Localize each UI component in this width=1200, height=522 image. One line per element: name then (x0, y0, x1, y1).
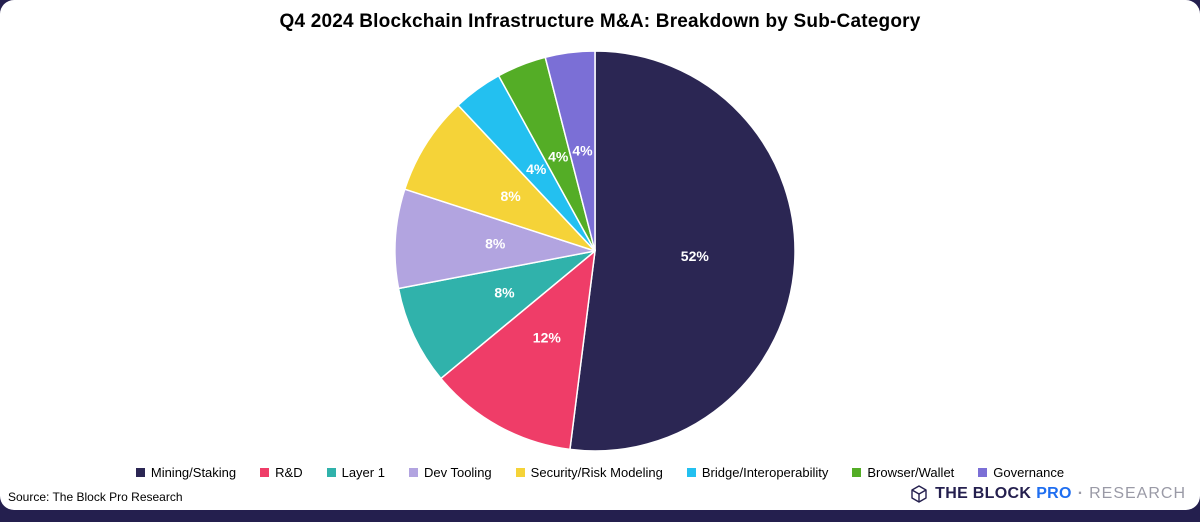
legend-label: Mining/Staking (150, 465, 237, 480)
logo-separator: · (1077, 485, 1084, 502)
legend-swatch-icon (978, 468, 988, 477)
legend-swatch-icon (515, 468, 525, 477)
slice-data-label-layer-1: 8% (494, 284, 515, 300)
slice-data-label-governance: 4% (572, 143, 593, 159)
legend-label: Security/Risk Modeling (530, 465, 663, 480)
chart-card: Q4 2024 Blockchain Infrastructure M&A: B… (0, 0, 1200, 510)
slice-data-label-bridge-interoperability: 4% (526, 161, 547, 177)
legend-label: R&D (275, 465, 303, 480)
slice-data-label-browser-wallet: 4% (548, 149, 569, 165)
pie-chart: 52%12%8%8%8%4%4% 4% (394, 50, 796, 452)
brand-logo: THE BLOCK PRO · RESEARCH (909, 484, 1186, 504)
legend-item-r-d: R&D (260, 465, 303, 480)
legend-label: Dev Tooling (423, 465, 492, 480)
source-text: Source: The Block Pro Research (8, 490, 183, 504)
legend: Mining/Staking R&D Layer 1 Dev Tooling Secur… (0, 465, 1200, 480)
slice-data-label-dev-tooling: 8% (485, 235, 506, 251)
slice-data-label-mining-staking: 52% (681, 248, 710, 264)
block-cube-logo-icon (909, 484, 929, 504)
logo-text-research: RESEARCH (1089, 485, 1186, 502)
pie-slice-r-d (439, 249, 596, 451)
pie-slice-governance (544, 50, 596, 252)
legend-item-dev-tooling: Dev Tooling (408, 465, 492, 480)
legend-swatch-icon (260, 468, 270, 477)
pie-slice-dev-tooling (394, 188, 596, 290)
legend-item-mining-staking: Mining/Staking (135, 465, 237, 480)
legend-item-browser-wallet: Browser/Wallet (852, 465, 954, 480)
legend-label: Governance (993, 465, 1065, 480)
pie-slice-mining-staking (569, 50, 796, 452)
legend-swatch-icon (135, 468, 145, 477)
chart-title: Q4 2024 Blockchain Infrastructure M&A: B… (279, 11, 921, 32)
logo-text-pro: PRO (1036, 485, 1072, 502)
legend-item-bridge-interoperability: Bridge/Interoperability (686, 465, 829, 480)
legend-swatch-icon (852, 468, 862, 477)
slice-data-label-security-risk-modeling: 8% (500, 188, 521, 204)
logo-text-the-block: THE BLOCK (935, 485, 1032, 502)
legend-label: Layer 1 (341, 465, 385, 480)
legend-item-security-risk-modeling: Security/Risk Modeling (515, 465, 663, 480)
legend-swatch-icon (326, 468, 336, 477)
legend-label: Bridge/Interoperability (701, 465, 829, 480)
pie-slice-layer-1 (397, 250, 596, 380)
legend-swatch-icon (686, 468, 696, 477)
slice-data-label-r-d: 12% (533, 329, 562, 345)
legend-item-governance: Governance (978, 465, 1064, 480)
legend-label: Browser/Wallet (867, 465, 955, 480)
legend-item-layer-1: Layer 1 (326, 465, 385, 480)
pie-slice-security-risk-modeling (403, 104, 596, 252)
legend-swatch-icon (408, 468, 418, 477)
